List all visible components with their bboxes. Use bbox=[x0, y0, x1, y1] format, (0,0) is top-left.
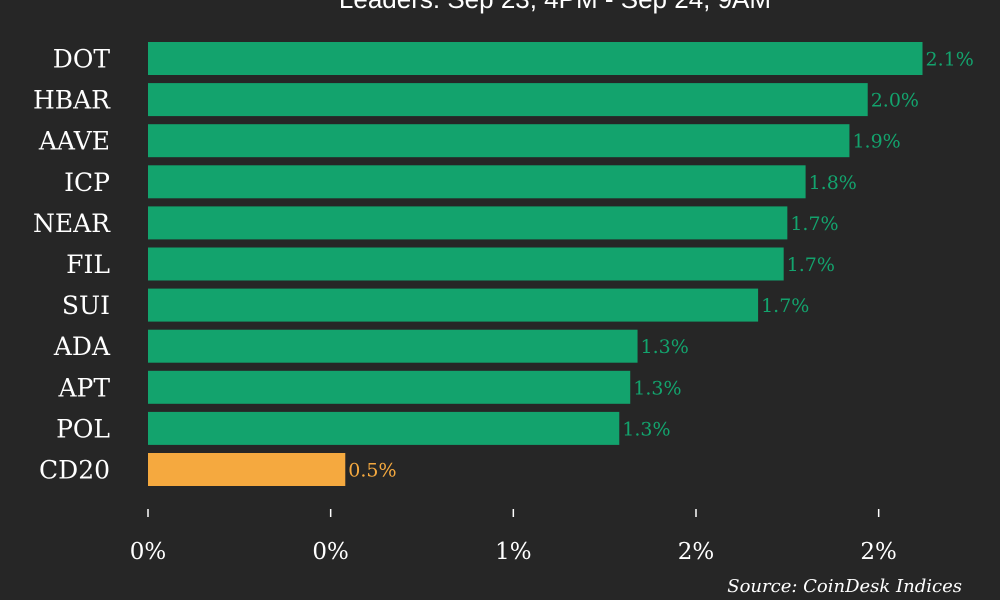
bars-group: DOT 2.1% HBAR 2.0% AAVE 1.9% ICP 1.8% NEAR 1.7% FI… bbox=[33, 42, 974, 486]
bar-near bbox=[148, 206, 788, 240]
bar-ada bbox=[148, 329, 638, 363]
value-label-ada: 1.3% bbox=[641, 336, 689, 358]
bar-apt bbox=[148, 370, 631, 404]
value-label-cd20: 0.5% bbox=[348, 460, 396, 482]
x-tick-label: 2% bbox=[860, 539, 897, 565]
category-label-hbar: HBAR bbox=[33, 86, 111, 115]
bar-aave bbox=[148, 124, 850, 158]
chart-title: Leaders: Sep 23, 4PM - Sep 24, 9AM bbox=[339, 0, 771, 14]
bar-hbar bbox=[148, 83, 868, 117]
value-label-icp: 1.8% bbox=[809, 172, 857, 194]
x-tick-label: 2% bbox=[678, 539, 715, 565]
category-label-near: NEAR bbox=[33, 209, 111, 238]
bar-icp bbox=[148, 165, 806, 199]
value-label-dot: 2.1% bbox=[926, 49, 974, 71]
category-label-pol: POL bbox=[56, 414, 110, 443]
category-label-icp: ICP bbox=[64, 168, 110, 197]
value-label-hbar: 2.0% bbox=[871, 90, 919, 112]
value-label-aave: 1.9% bbox=[852, 131, 900, 153]
category-label-dot: DOT bbox=[53, 45, 111, 74]
x-tick-label: 0% bbox=[312, 539, 349, 565]
category-label-apt: APT bbox=[57, 373, 110, 402]
bar-pol bbox=[148, 411, 620, 445]
category-label-sui: SUI bbox=[62, 291, 110, 320]
value-label-fil: 1.7% bbox=[787, 254, 835, 276]
value-label-near: 1.7% bbox=[790, 213, 838, 235]
x-tick-label: 0% bbox=[130, 539, 167, 565]
bar-fil bbox=[148, 247, 784, 281]
value-label-sui: 1.7% bbox=[761, 295, 809, 317]
category-label-ada: ADA bbox=[53, 332, 111, 361]
x-axis: 0% 0% 1% 2% 2% bbox=[130, 509, 897, 565]
bar-sui bbox=[148, 288, 759, 322]
bar-dot bbox=[148, 42, 923, 75]
x-tick-label: 1% bbox=[495, 539, 532, 565]
category-label-cd20: CD20 bbox=[39, 456, 110, 485]
bar-cd20 bbox=[148, 453, 346, 486]
value-label-pol: 1.3% bbox=[622, 418, 670, 440]
source-note: Source: CoinDesk Indices bbox=[727, 576, 962, 597]
value-label-apt: 1.3% bbox=[633, 377, 681, 399]
category-label-fil: FIL bbox=[66, 250, 110, 279]
category-label-aave: AAVE bbox=[38, 127, 110, 156]
